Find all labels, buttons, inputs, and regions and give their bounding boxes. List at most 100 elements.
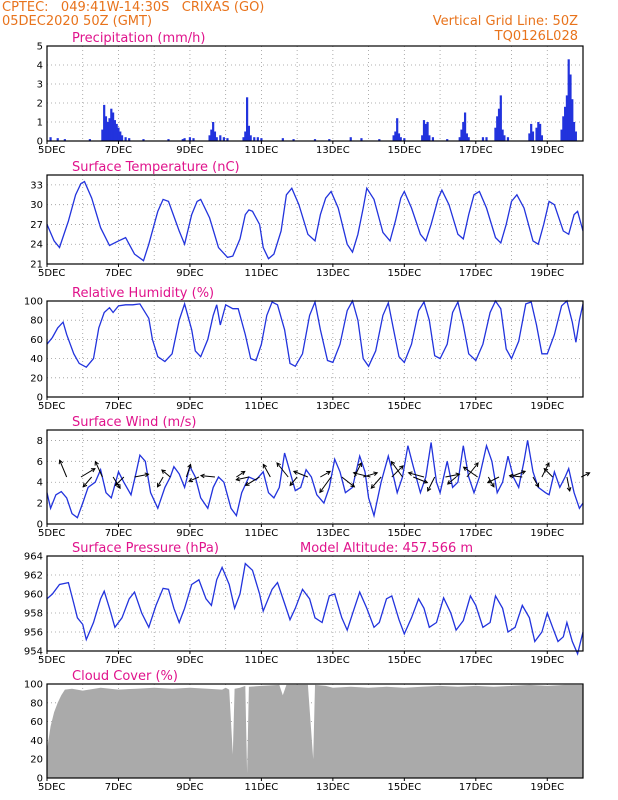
wind-arrowhead [187, 463, 192, 469]
x-tick-label: 15DEC [387, 782, 421, 793]
precip-bar [292, 139, 295, 141]
x-tick-label: 15DEC [387, 401, 421, 412]
wind-arrowhead [319, 488, 324, 494]
y-tick-label: 20 [30, 755, 43, 766]
wind-vector [445, 473, 460, 478]
precip-bar [49, 137, 52, 141]
precip-bar [103, 104, 106, 141]
wind-arrowhead [235, 476, 241, 482]
wind-arrowhead [244, 481, 250, 486]
precip-bar [108, 118, 111, 141]
y-tick-label: 33 [30, 180, 43, 191]
wind-vector [276, 462, 289, 478]
precip-bar [392, 135, 395, 141]
wind-vector [447, 476, 457, 485]
precip-bar [313, 139, 317, 141]
precip-bar [496, 116, 499, 141]
y-tick-label: 8 [37, 436, 43, 447]
precip-bar [465, 133, 468, 141]
y-tick-label: 60 [30, 717, 43, 728]
header-model-code: TQ0126L028 [494, 29, 578, 44]
precip-bar [571, 99, 574, 141]
panel-annotation: Model Altitude: 457.566 m [300, 541, 473, 556]
precip-bar [494, 127, 497, 141]
header-grid-note: Vertical Grid Line: 50Z [432, 14, 578, 29]
precip-bar [181, 139, 184, 141]
precip-bar [124, 137, 127, 141]
wind-vector [200, 475, 215, 478]
precip-bar [242, 137, 245, 141]
y-tick-label: 4 [37, 478, 43, 489]
precip-bar [403, 138, 406, 141]
wind-arrowhead [545, 462, 550, 468]
precip-bar [572, 122, 576, 141]
precip-bar [281, 138, 284, 141]
x-tick-label: 9DEC [176, 782, 203, 793]
panel-frame [46, 300, 584, 398]
wind-arrowhead [199, 473, 205, 479]
precip-bar [562, 116, 565, 141]
precip-bar [539, 123, 542, 141]
x-tick-label: 11DEC [245, 145, 279, 156]
precip-bar [396, 118, 399, 141]
precip-bar [142, 139, 145, 141]
precip-bar [460, 129, 463, 141]
x-tick-label: 7DEC [105, 268, 132, 279]
precip-bar [244, 131, 247, 141]
x-tick-label: 9DEC [176, 528, 203, 539]
wind-arrowhead [370, 484, 376, 489]
series-line [46, 180, 584, 262]
precip-bar [360, 138, 363, 141]
precip-bar [503, 135, 506, 141]
wind-arrowhead [262, 463, 267, 469]
wind-arrowhead [94, 460, 99, 466]
wind-arrowhead [276, 462, 281, 468]
panel-frame [46, 429, 584, 525]
wind-arrowhead [350, 482, 356, 488]
precip-bar [499, 95, 502, 141]
precip-bar [183, 138, 186, 141]
y-tick-label: 4 [37, 61, 43, 72]
precip-bar [213, 131, 217, 141]
wind-arrowhead [144, 472, 150, 478]
precip-bar [328, 139, 331, 141]
precip-bar [215, 137, 218, 141]
x-tick-label: 17DEC [459, 268, 493, 279]
precip-bar [506, 137, 510, 141]
wind-vector [463, 466, 478, 478]
x-tick-label: 11DEC [245, 401, 279, 412]
wind-vector [94, 461, 103, 478]
x-tick-label: 7DEC [105, 655, 132, 666]
wind-arrowhead [534, 482, 540, 488]
precip-bar [565, 95, 569, 141]
wind-arrowhead [390, 460, 396, 466]
panel-title: Surface Pressure (hPa) [72, 541, 219, 556]
wind-arrowhead [446, 480, 452, 485]
x-tick-label: 11DEC [245, 782, 279, 793]
precip-bar [188, 137, 192, 141]
precip-bar [399, 137, 402, 141]
x-tick-label: 15DEC [387, 268, 421, 279]
precip-bar [112, 112, 115, 141]
x-tick-label: 19DEC [530, 145, 564, 156]
precip-bar [481, 137, 485, 141]
wind-arrowhead [455, 472, 461, 478]
y-tick-label: 964 [24, 552, 43, 563]
wind-vector [245, 476, 260, 486]
y-tick-label: 21 [30, 260, 43, 271]
precip-bar [208, 135, 211, 141]
x-tick-label: 11DEC [245, 528, 279, 539]
precip-bar [117, 127, 120, 141]
precip-bar [422, 120, 426, 141]
wind-arrowhead [114, 481, 120, 487]
precip-bar [540, 135, 544, 141]
y-tick-label: 2 [37, 99, 43, 110]
wind-vector [408, 472, 425, 478]
precip-bar [531, 131, 535, 141]
x-tick-label: 5DEC [38, 782, 65, 793]
precip-bar [463, 112, 467, 141]
wind-arrowhead [188, 477, 194, 483]
precip-bar [528, 133, 531, 141]
precip-bar [567, 59, 570, 141]
wind-arrowhead [407, 471, 413, 476]
